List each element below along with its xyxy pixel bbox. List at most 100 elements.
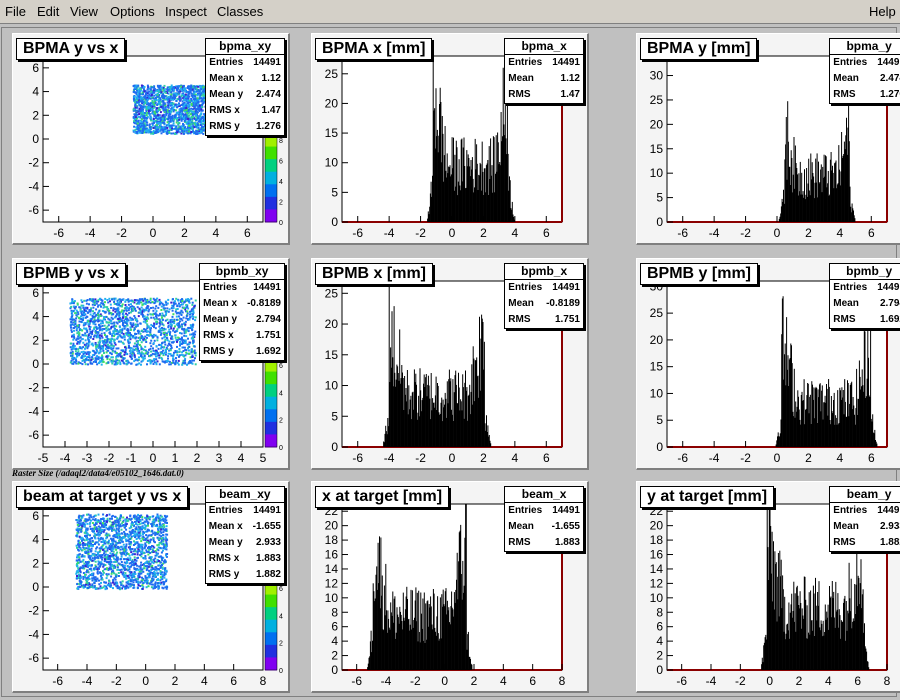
x-tick-label: 4 xyxy=(512,451,519,465)
x-tick-label: 3 xyxy=(216,451,223,465)
histogram-bars xyxy=(383,281,492,447)
stats-key: Mean y xyxy=(208,537,243,548)
y-tick-label: 10 xyxy=(650,166,664,180)
stats-row: Mean 1.12 xyxy=(505,71,583,87)
stats-value: 14491 xyxy=(253,282,281,293)
x-tick-label: 0 xyxy=(766,674,773,688)
plot-area-bpma_y: -6 -4 -2 0 2 4 6 0 5 10 15 20 25 30 xyxy=(650,55,888,240)
y-tick-label: 10 xyxy=(325,379,339,393)
x-tick-label: 4 xyxy=(500,674,507,688)
y-tick-label: 4 xyxy=(32,533,39,547)
palette-tick-label: 2 xyxy=(279,418,283,425)
stats-key: Entries xyxy=(209,57,244,68)
menu-view[interactable]: View xyxy=(70,4,98,19)
x-tick-label: 2 xyxy=(194,451,201,465)
palette-tick-label: 4 xyxy=(279,613,283,620)
stats-key: RMS x xyxy=(208,553,240,564)
palette-tick-label: 8 xyxy=(279,138,283,145)
stats-row: RMS x 1.751 xyxy=(200,328,284,344)
pad-title: BPMB x [mm] xyxy=(315,263,434,285)
stats-value: 14491 xyxy=(552,505,580,516)
stats-row: RMS 1.751 xyxy=(505,312,583,328)
raster-size-label: Raster Size (/adaql2/data4/e05102_1646.d… xyxy=(12,468,184,478)
y-tick-label: 20 xyxy=(650,117,664,131)
pad-beam_y[interactable]: -6 -4 -2 0 2 4 6 8 0 2 4 6 8 10 12 14 16 18 20 22 y at targe… xyxy=(636,481,900,693)
stats-row: Mean x 1.12 xyxy=(206,71,284,87)
root-canvas[interactable]: Raster Size (/adaql2/data4/e05102_1646.d… xyxy=(1,27,900,697)
y-tick-label: 20 xyxy=(650,333,664,347)
stats-value: 1.276 xyxy=(879,89,900,100)
x-tick-label: 0 xyxy=(774,226,781,240)
y-tick-label: -6 xyxy=(28,428,39,442)
x-tick-label: 4 xyxy=(213,226,220,240)
x-tick-label: -6 xyxy=(676,674,687,688)
pad-beam_x[interactable]: -6 -4 -2 0 2 4 6 8 0 2 4 6 8 10 12 14 16 18 20 22 x at targe… xyxy=(311,481,589,693)
y-tick-label: -2 xyxy=(28,604,39,618)
stats-key: RMS xyxy=(833,537,856,548)
stats-row: Entries 14491 xyxy=(505,280,583,296)
x-tick-label: -2 xyxy=(735,674,746,688)
stats-row: RMS y 1.276 xyxy=(206,119,284,135)
pad-bpmb_y[interactable]: -6 -4 -2 0 2 4 6 0 5 10 15 20 25 30 BPMB y [mm] bpmb_y E… xyxy=(636,258,900,470)
x-tick-label: -2 xyxy=(740,451,751,465)
y-tick-label: -4 xyxy=(28,627,39,641)
stats-row: Mean x -1.655 xyxy=(206,519,284,535)
stats-key: Mean x xyxy=(203,298,238,309)
x-tick-label: -4 xyxy=(381,674,392,688)
x-tick-label: 6 xyxy=(543,226,550,240)
y-tick-label: -2 xyxy=(28,381,39,395)
y-tick-label: -4 xyxy=(28,179,39,193)
x-tick-label: 8 xyxy=(884,674,891,688)
pad-bpma_xy[interactable]: -6 -4 -2 0 2 4 6 6 4 2 0 -2 -4 -6 8 6 4 2 0 BPMA y vs x bpma… xyxy=(12,33,290,245)
stats-row: Mean 2.933 xyxy=(830,519,900,535)
x-tick-label: -2 xyxy=(116,226,127,240)
stats-value: 1.882 xyxy=(879,537,900,548)
pad-bpma_x[interactable]: -6 -4 -2 0 2 4 6 0 5 10 15 20 25 BPMA x [mm] bpma_x Ent… xyxy=(311,33,589,245)
stats-row: Entries 14491 xyxy=(830,55,900,71)
y-tick-label: -4 xyxy=(28,404,39,418)
y-tick-label: 8 xyxy=(331,605,338,619)
y-tick-label: 6 xyxy=(331,620,338,634)
stats-box-title: beam_x xyxy=(505,487,583,503)
palette-tick-label: 6 xyxy=(279,159,283,166)
menu-edit[interactable]: Edit xyxy=(37,4,60,19)
stats-key: Mean x xyxy=(208,521,243,532)
y-tick-label: 2 xyxy=(32,556,39,570)
stats-value: -1.655 xyxy=(551,521,580,532)
y-tick-label: -2 xyxy=(28,156,39,170)
y-tick-label: 12 xyxy=(325,576,339,590)
stats-key: RMS xyxy=(833,89,856,100)
y-tick-label: 10 xyxy=(325,156,339,170)
y-tick-label: 2 xyxy=(32,333,39,347)
stats-row: RMS 1.882 xyxy=(830,535,900,551)
stats-value: 2.933 xyxy=(255,537,281,548)
stats-key: Mean xyxy=(833,298,859,309)
x-tick-label: -4 xyxy=(82,674,93,688)
histogram-bars xyxy=(761,504,870,670)
menu-options[interactable]: Options xyxy=(110,4,155,19)
y-tick-label: 18 xyxy=(650,533,664,547)
x-tick-label: -5 xyxy=(38,451,49,465)
pad-beam_xy[interactable]: -6 -4 -2 0 2 4 6 8 6 4 2 0 -2 -4 -6 6 4 2 0 beam at target … xyxy=(12,481,290,693)
stats-value: 14491 xyxy=(877,57,900,68)
palette-tick-label: 0 xyxy=(279,445,283,452)
palette-tick-label: 4 xyxy=(279,179,283,186)
y-tick-label: -6 xyxy=(28,203,39,217)
stats-value: 1.276 xyxy=(255,121,281,132)
x-tick-label: -2 xyxy=(104,451,115,465)
pad-bpma_y[interactable]: -6 -4 -2 0 2 4 6 0 5 10 15 20 25 30 BPMA y [mm] bpma_y E… xyxy=(636,33,900,245)
menu-help[interactable]: Help xyxy=(869,4,896,19)
x-tick-label: 6 xyxy=(543,451,550,465)
menu-classes[interactable]: Classes xyxy=(217,4,264,19)
x-tick-label: -3 xyxy=(82,451,93,465)
pad-bpmb_xy[interactable]: -5 -4 -3 -2 -1 0 1 2 3 4 5 6 4 2 0 -2 -4 -6 6 4 2 0 BPMB y vs … xyxy=(12,258,290,470)
x-tick-label: -6 xyxy=(52,674,63,688)
x-tick-label: 4 xyxy=(512,226,519,240)
x-tick-label: 0 xyxy=(150,226,157,240)
x-tick-label: -6 xyxy=(677,451,688,465)
menu-inspect[interactable]: Inspect xyxy=(165,4,207,19)
stats-key: RMS y xyxy=(203,346,234,357)
pad-bpmb_x[interactable]: -6 -4 -2 0 2 4 6 0 5 10 15 20 25 BPMB x [mm] bpmb_x Ent… xyxy=(311,258,589,470)
y-tick-label: 6 xyxy=(32,286,39,300)
menu-file[interactable]: File xyxy=(5,4,26,19)
